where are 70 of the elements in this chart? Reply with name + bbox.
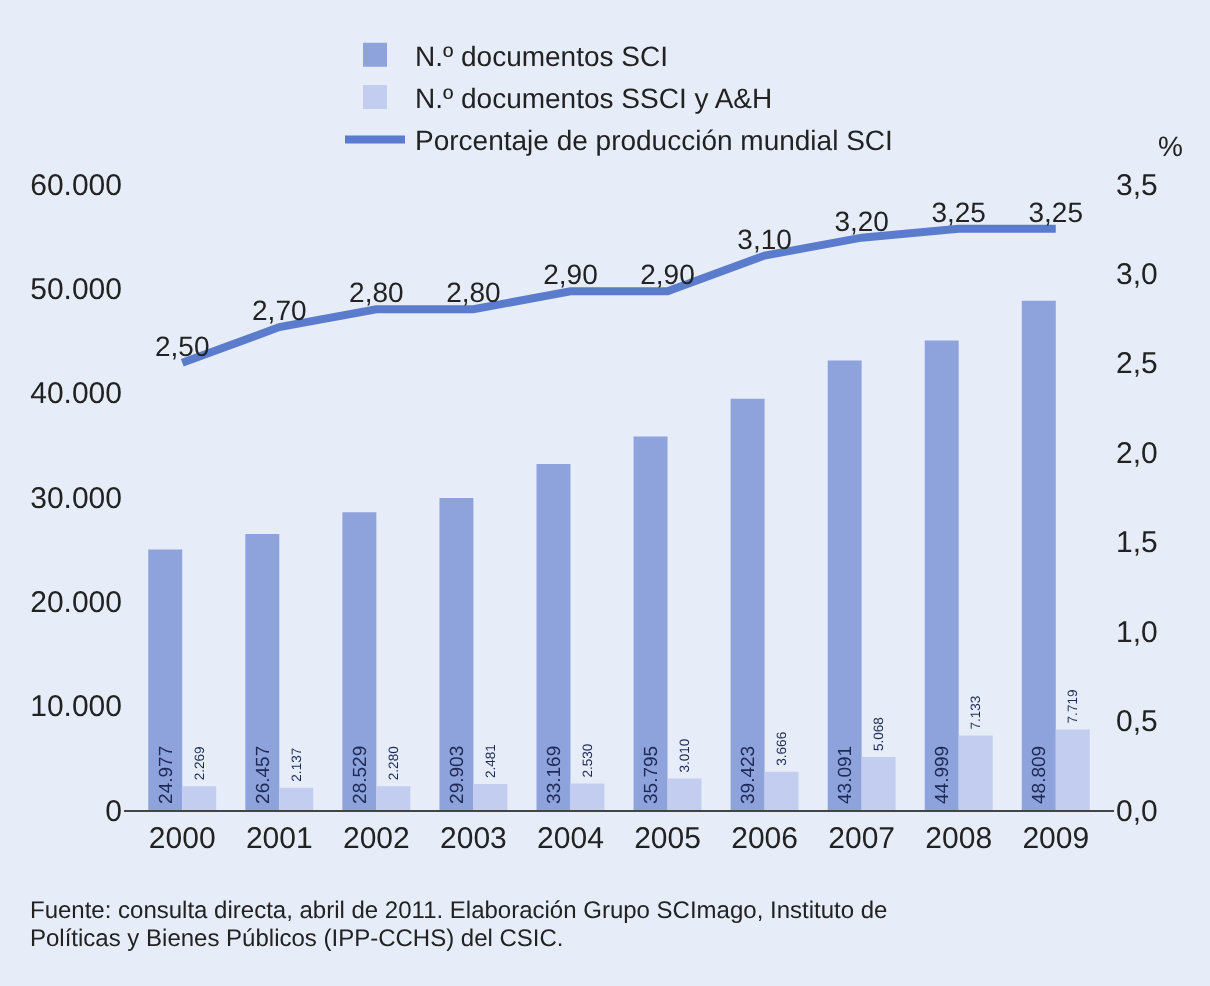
data-label: 29.903 [447,745,470,804]
x-tick-label: 2002 [342,822,410,856]
y2-tick-label: 2,5 [1116,347,1158,382]
y-tick-label: 60.000 [30,168,122,203]
y-tick-label: 50.000 [30,272,122,307]
data-label: 2,80 [446,276,502,309]
bar [861,757,896,810]
legend-label: N.º documentos SCI [415,39,668,72]
y2-tick-label: 3,5 [1116,168,1158,203]
y-tick-label: 10.000 [30,690,122,725]
data-label: 3,25 [931,195,987,228]
bar [570,783,605,810]
data-label: 44.999 [932,745,955,804]
bar [182,786,217,810]
data-label: 28.529 [349,745,372,804]
data-label: 3,20 [834,204,890,237]
bar [245,533,280,810]
x-tick-label: 2005 [634,822,701,856]
source-note: Fuente: consulta directa, abril de 2011. Elaboración Grupo SCImago, Instituto de Políticas y Bienes Públicos (IPP-CCHS) del CSIC. [30,896,889,952]
bar [827,360,862,810]
y-tick-label: 40.000 [30,377,122,412]
y2-tick-label: 0,0 [1116,794,1158,829]
x-tick-label: 2004 [537,822,604,856]
bar [924,340,959,810]
bar [958,735,993,810]
bar [279,787,314,810]
data-label: 48.809 [1029,745,1052,804]
data-label: 24.977 [155,745,178,804]
data-label: 39.423 [738,745,761,804]
data-label: 26.457 [252,745,275,804]
bar [473,784,508,810]
data-label: 2,70 [252,294,307,327]
data-label: 3,25 [1028,195,1084,228]
y2-tick-label: 1,0 [1116,615,1158,650]
legend-label: Porcentaje de producción mundial SCI [415,124,893,157]
x-tick-label: 2000 [148,822,216,856]
bar [764,771,799,810]
y-tick-label: 30.000 [30,481,122,516]
y-tick-label: 20.000 [30,585,122,620]
x-tick-label: 2009 [1022,822,1090,856]
y-tick-label: 0 [105,794,122,829]
bar [536,463,571,810]
bar [342,512,377,810]
y2-tick-label: 1,5 [1116,526,1158,561]
bar [1021,300,1056,810]
bar [667,778,702,810]
bar [376,786,411,810]
bar [148,549,183,810]
x-tick-label: 2008 [925,822,993,856]
bar [1055,729,1090,810]
x-tick-label: 2001 [245,822,313,856]
data-label: 43.091 [835,745,858,804]
data-label: 33.169 [544,745,567,804]
x-tick-label: 2003 [440,822,507,856]
data-label: 2,90 [640,258,696,291]
legend-label: N.º documentos SSCI y A&H [415,82,773,114]
x-tick-label: 2006 [731,822,798,856]
x-tick-label: 2007 [828,822,896,856]
data-label: 2,80 [349,276,405,309]
data-label: 35.795 [641,745,664,804]
bar [439,498,474,810]
bar [633,436,668,810]
data-label: 2,50 [154,329,210,362]
y2-tick-label: 0,5 [1116,705,1158,740]
y2-axis-title: % [1158,130,1183,162]
data-label: 3,10 [737,222,793,255]
y2-tick-label: 2,0 [1116,436,1158,471]
data-label: 2,90 [543,258,599,291]
bar [730,398,765,810]
y2-tick-label: 3,0 [1116,257,1158,292]
